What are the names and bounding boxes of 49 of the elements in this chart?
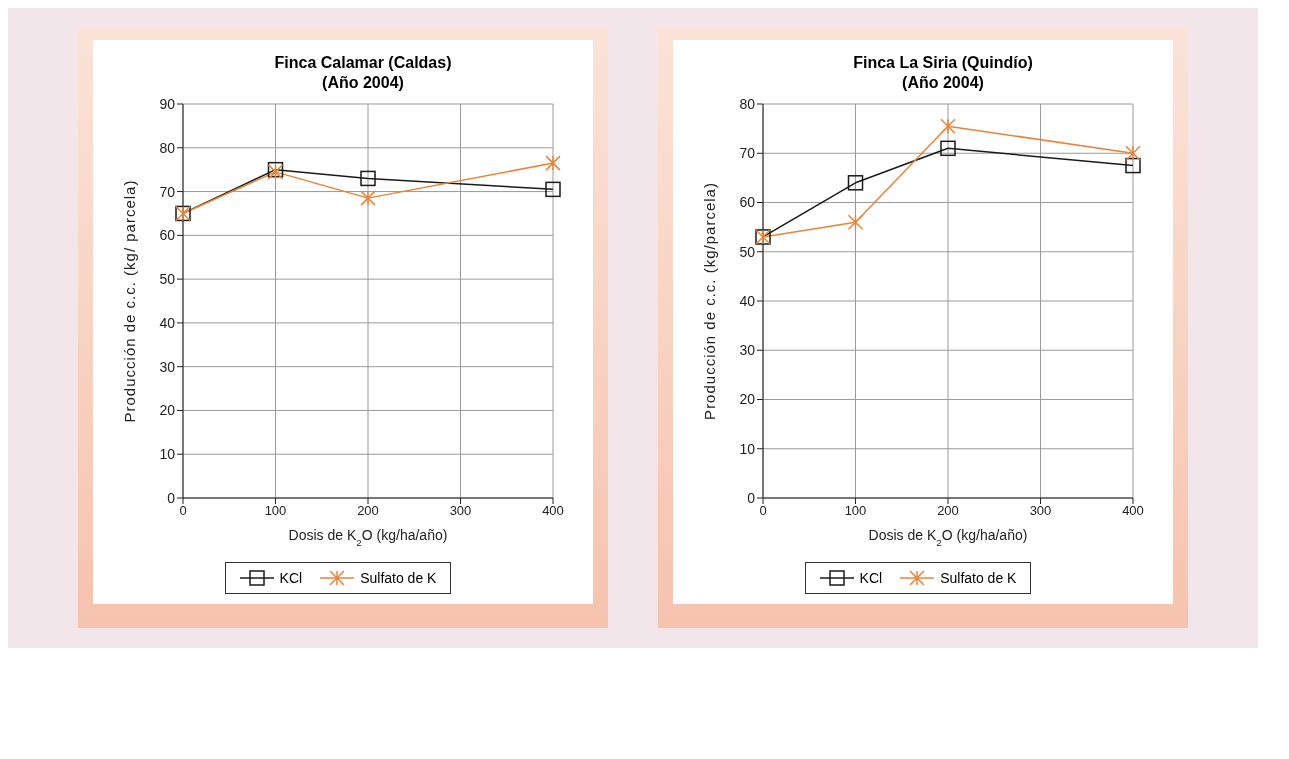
legend-label: KCl [859,570,883,586]
x-tick-label: 100 [844,503,867,519]
y-tick-label: 30 [739,342,756,359]
y-tick-label: 80 [739,95,756,112]
x-tick-label: 100 [264,503,287,519]
point [847,175,864,191]
x-tick-label: 300 [449,503,472,519]
y-tick-label: 20 [159,402,176,419]
y-tick-label: 30 [159,358,176,375]
y-tick-label: 50 [159,271,176,288]
y-axis-title: Producción de c.c. (kg/ parcela) [121,179,138,423]
y-tick-label: 70 [739,145,756,162]
legend-label: Sulfato de K [940,570,1017,586]
chart-title: Finca Calamar (Caldas) (Año 2004) [274,54,452,91]
point [940,118,956,134]
legend-label: KCl [279,570,303,586]
point [1125,145,1141,161]
x-tick-label: 0 [759,503,767,519]
y-tick-label: 10 [159,446,176,463]
x-axis-title: Dosis de K$_{2}$O (kg/ha/año) [868,527,1028,548]
y-tick-label: 40 [159,314,176,331]
y-tick-label: 70 [159,183,176,200]
point [545,155,561,171]
y-tick-label: 50 [739,243,756,260]
y-tick-label: 60 [159,227,176,244]
x-tick-label: 300 [1029,503,1052,519]
x-tick-label: 0 [179,503,187,519]
x-tick-label: 400 [542,503,564,519]
y-tick-label: 0 [747,489,756,506]
x-tick-label: 200 [937,503,959,519]
point [360,190,376,206]
point [360,170,376,187]
point [940,140,956,157]
x-axis-title: Dosis de K$_{2}$O (kg/ha/año) [288,527,448,548]
y-tick-label: 20 [739,391,756,408]
x-tick-label: 400 [1122,503,1144,519]
legend-label: Sulfato de K [360,570,437,586]
chart-title: Finca La Siria (Quindío) (Año 2004) [853,54,1033,91]
y-tick-label: 40 [739,292,756,309]
y-tick-label: 60 [739,194,756,211]
y-tick-label: 90 [159,95,176,112]
y-axis-title: Producción de c.c. (kg/parcela) [701,182,718,420]
x-tick-label: 200 [357,503,379,519]
y-tick-label: 10 [739,440,756,457]
y-tick-label: 80 [159,139,176,156]
point [545,181,561,198]
point [847,214,864,230]
y-tick-label: 0 [167,489,176,506]
point [1125,157,1141,174]
